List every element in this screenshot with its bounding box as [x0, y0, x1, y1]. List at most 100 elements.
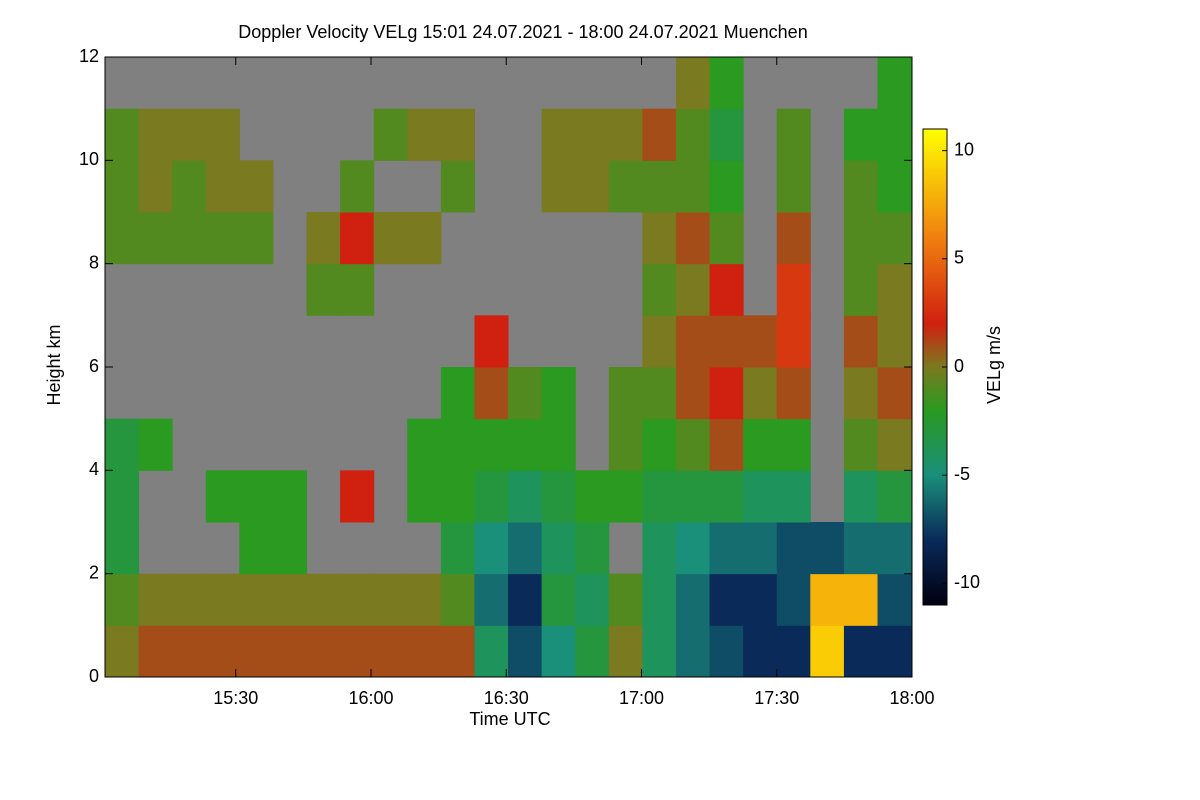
heatmap-cell — [105, 522, 140, 575]
heatmap-cell — [407, 470, 442, 523]
heatmap-cell — [340, 625, 375, 678]
heatmap-cell — [474, 522, 509, 575]
x-tick-label: 16:00 — [348, 688, 393, 708]
heatmap-cell — [810, 573, 845, 626]
heatmap-cell — [709, 470, 744, 523]
heatmap-cell — [105, 108, 140, 161]
heatmap-cell — [843, 108, 879, 161]
heatmap-cell — [541, 108, 576, 161]
heatmap-cell — [877, 263, 912, 316]
heatmap-cell — [675, 522, 711, 575]
heatmap-cell — [642, 263, 677, 316]
heatmap-cell — [407, 573, 442, 626]
y-tick-label: 4 — [89, 459, 99, 479]
heatmap-cell — [138, 212, 173, 265]
heatmap-cell — [172, 160, 207, 213]
heatmap-cell — [877, 108, 912, 161]
heatmap-cell — [743, 315, 778, 368]
heatmap-cell — [709, 418, 744, 471]
heatmap-cell — [709, 212, 744, 265]
heatmap-cell — [877, 160, 912, 213]
heatmap-cell — [608, 108, 643, 161]
heatmap-cell — [877, 367, 912, 420]
heatmap-cell — [608, 367, 643, 420]
heatmap-cell — [776, 470, 811, 523]
heatmap-cell — [440, 573, 475, 626]
heatmap-cell — [608, 573, 643, 626]
heatmap-cell — [541, 573, 576, 626]
heatmap-cell — [810, 522, 845, 575]
heatmap-cell — [642, 160, 677, 213]
heatmap-cell — [575, 573, 610, 626]
x-tick-label: 17:00 — [619, 688, 664, 708]
heatmap-cell — [440, 522, 475, 575]
heatmap-cell — [743, 522, 778, 575]
heatmap-cell — [272, 522, 308, 575]
heatmap-cell — [709, 367, 744, 420]
heatmap-cell — [105, 418, 140, 471]
heatmap-cell — [843, 522, 879, 575]
heatmap-cell — [675, 263, 711, 316]
heatmap-cell — [642, 418, 677, 471]
colorbar-tick-label: 5 — [954, 248, 964, 268]
heatmap-cell — [541, 160, 576, 213]
colorbar-label: VELg m/s — [984, 326, 1004, 404]
heatmap-cell — [743, 470, 778, 523]
heatmap-cell — [776, 160, 811, 213]
y-axis-label: Height km — [44, 324, 64, 405]
heatmap-cell — [675, 57, 711, 110]
heatmap-cell — [608, 418, 643, 471]
heatmap-cell — [138, 625, 173, 678]
x-axis-label: Time UTC — [469, 709, 550, 729]
y-tick-label: 10 — [79, 149, 99, 169]
heatmap-cell — [776, 263, 811, 316]
colorbar-tick-label: -10 — [954, 572, 980, 592]
heatmap-cell — [340, 160, 375, 213]
heatmap-cell — [843, 315, 879, 368]
heatmap-cell — [776, 108, 811, 161]
heatmap-cell — [709, 108, 744, 161]
heatmap-cell — [239, 212, 274, 265]
colorbar-tick-label: 0 — [954, 356, 964, 376]
heatmap-cell — [272, 625, 308, 678]
heatmap-cell — [306, 573, 341, 626]
heatmap-cell — [205, 625, 240, 678]
heatmap-cell — [642, 367, 677, 420]
heatmap-cell — [575, 108, 610, 161]
heatmap-cell — [642, 315, 677, 368]
x-tick-label: 17:30 — [754, 688, 799, 708]
heatmap-cell — [105, 625, 140, 678]
heatmap-cell — [440, 418, 475, 471]
heatmap-cell — [743, 625, 778, 678]
heatmap-cell — [675, 367, 711, 420]
heatmap-cell — [541, 625, 576, 678]
heatmap-cell — [239, 160, 274, 213]
heatmap-cell — [877, 418, 912, 471]
heatmap-cell — [675, 470, 711, 523]
heatmap-cell — [877, 470, 912, 523]
heatmap-cell — [843, 160, 879, 213]
heatmap-cell — [205, 212, 240, 265]
heatmap-cell — [642, 212, 677, 265]
heatmap-cell — [776, 573, 811, 626]
heatmap-cell — [642, 625, 677, 678]
heatmap-cell — [709, 263, 744, 316]
heatmap-cell — [373, 573, 408, 626]
heatmap-cell — [440, 470, 475, 523]
heatmap-cell — [843, 625, 879, 678]
heatmap-cell — [138, 160, 173, 213]
heatmap-cell — [675, 573, 711, 626]
heatmap-cell — [508, 522, 543, 575]
heatmap-cell — [642, 573, 677, 626]
heatmap-cell — [743, 418, 778, 471]
heatmap-cell — [474, 315, 509, 368]
heatmap-cell — [508, 470, 543, 523]
heatmap-cell — [138, 418, 173, 471]
heatmap-cell — [877, 315, 912, 368]
heatmap-cell — [675, 315, 711, 368]
heatmap-cell — [675, 212, 711, 265]
heatmap-cell — [272, 573, 308, 626]
heatmap-cell — [138, 108, 173, 161]
heatmap-cell — [105, 160, 140, 213]
